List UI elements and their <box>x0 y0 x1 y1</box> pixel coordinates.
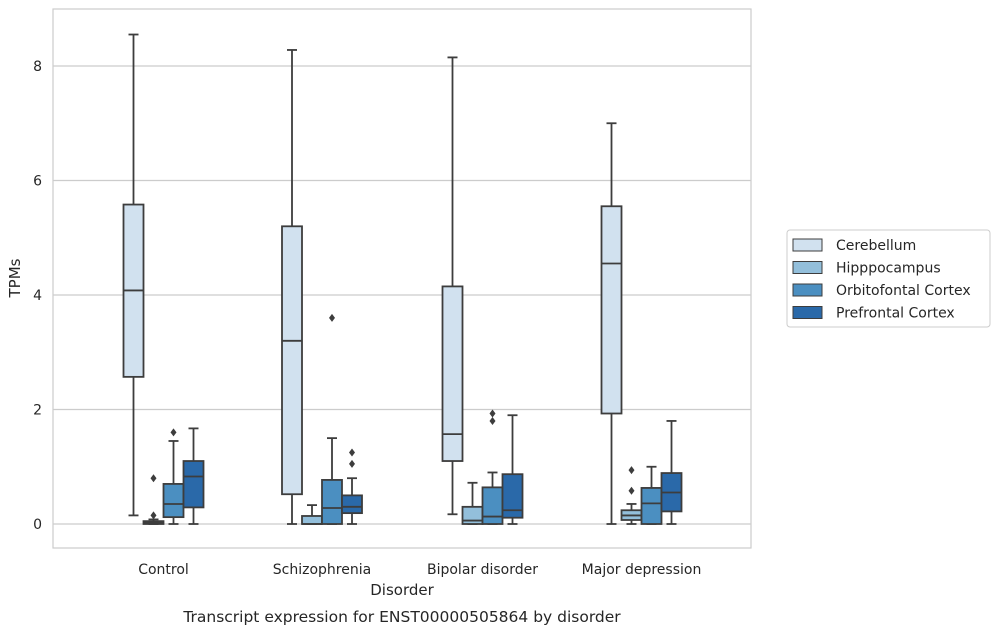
outlier-point <box>489 409 496 418</box>
legend-label: Prefrontal Cortex <box>836 306 955 322</box>
legend-swatch <box>792 238 823 252</box>
iqr-box <box>501 473 524 519</box>
legend-swatch <box>792 261 823 274</box>
iqr-box <box>341 494 363 515</box>
box-orbitofontal-cortex-1 <box>321 313 343 525</box>
iqr-box <box>441 285 464 462</box>
iqr-box <box>481 486 504 525</box>
iqr-box <box>600 205 623 415</box>
y-tick-label: 2 <box>33 403 42 419</box>
box-orbitofontal-cortex-0 <box>162 428 185 525</box>
box-cerebellum-1 <box>281 49 303 525</box>
box-hipppocampus-0 <box>142 474 165 525</box>
outlier-point <box>150 474 157 483</box>
iqr-box <box>301 515 323 525</box>
y-tick-label: 4 <box>33 288 42 304</box>
legend-swatch <box>792 283 823 297</box>
legend-label: Cerebellum <box>836 238 916 254</box>
x-tick-label: Major depression <box>582 562 702 578</box>
box-hipppocampus-1 <box>301 504 323 525</box>
x-axis-label: Disorder <box>370 581 434 599</box>
box-hipppocampus-2 <box>461 481 484 525</box>
outlier-point <box>170 428 177 437</box>
legend: Cerebellum Hipppocampus Orbitofontal Corte… <box>786 229 991 328</box>
iqr-box <box>182 460 205 509</box>
iqr-box <box>281 225 303 496</box>
box-cerebellum-2 <box>441 56 464 516</box>
x-tick-label: Bipolar disorder <box>427 562 538 578</box>
box-prefrontal-cortex-1 <box>341 448 363 525</box>
outlier-point <box>628 486 635 495</box>
gridlines <box>53 65 751 525</box>
outlier-point <box>329 313 335 322</box>
x-tick-labels: Control Schizophrenia Bipolar disorder Majo… <box>138 562 701 578</box>
x-tick-label: Schizophrenia <box>273 562 371 578</box>
box-hipppocampus-3 <box>620 466 643 525</box>
y-axis-label: TPMs <box>6 258 24 298</box>
y-tick-label: 8 <box>33 59 42 75</box>
box-groups <box>122 33 683 525</box>
outlier-point <box>628 466 635 475</box>
y-tick-label: 6 <box>33 174 42 190</box>
outlier-point <box>349 448 355 457</box>
box-prefrontal-cortex-2 <box>501 414 524 525</box>
legend-frame <box>786 229 991 328</box>
outlier-point <box>349 459 355 468</box>
legend-label: Hipppocampus <box>836 261 941 277</box>
outlier-point <box>150 511 157 520</box>
legend-label: Orbitofontal Cortex <box>836 283 971 299</box>
y-tick-labels: 0 2 4 6 8 <box>33 59 42 533</box>
plot-frame <box>52 8 752 549</box>
chart-caption: Transcript expression for ENST0000050586… <box>182 608 621 626</box>
box-cerebellum-3 <box>600 122 623 525</box>
iqr-box <box>321 479 343 525</box>
box-prefrontal-cortex-3 <box>660 420 683 525</box>
x-tick-label: Control <box>138 562 189 578</box>
y-tick-label: 0 <box>33 517 42 533</box>
box-prefrontal-cortex-0 <box>182 427 205 525</box>
iqr-box <box>640 487 663 525</box>
legend-swatch <box>792 306 823 319</box>
box-orbitofontal-cortex-3 <box>640 465 663 525</box>
iqr-box <box>162 483 185 519</box>
box-cerebellum-0 <box>122 33 145 517</box>
outlier-point <box>489 416 496 425</box>
box-orbitofontal-cortex-2 <box>481 409 504 525</box>
